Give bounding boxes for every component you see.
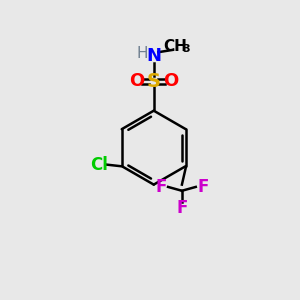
Text: N: N — [146, 47, 161, 65]
Text: F: F — [197, 178, 208, 196]
Text: H: H — [136, 46, 148, 61]
Text: F: F — [155, 178, 167, 196]
Text: O: O — [129, 72, 144, 90]
Text: F: F — [176, 199, 188, 217]
Text: 3: 3 — [182, 44, 190, 54]
Text: Cl: Cl — [90, 156, 108, 174]
Text: S: S — [147, 72, 161, 91]
Text: O: O — [163, 72, 178, 90]
Text: CH: CH — [164, 39, 187, 54]
